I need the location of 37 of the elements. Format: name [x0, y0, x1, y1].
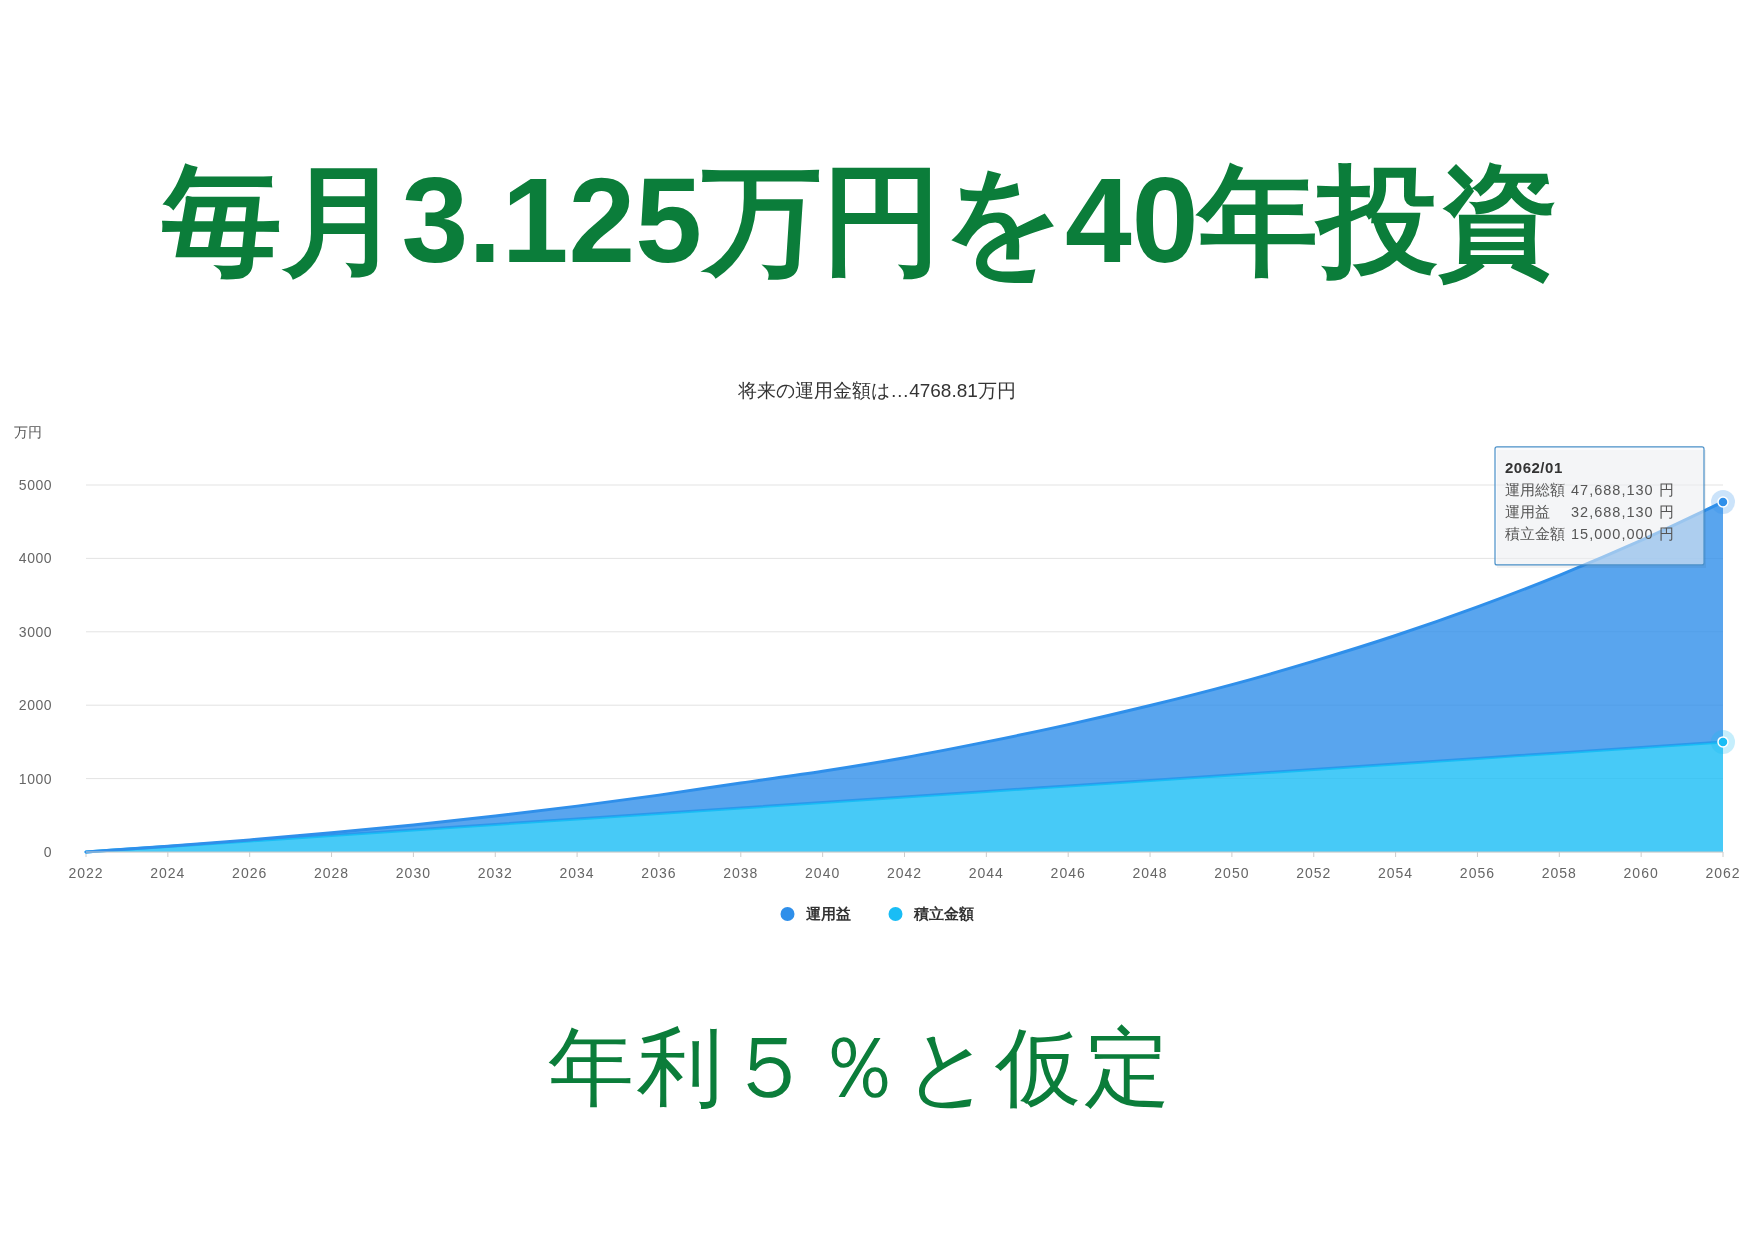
tooltip-heading: 2062/01 — [1505, 458, 1563, 476]
x-tick-label: 2052 — [1296, 865, 1332, 881]
x-tick-label: 2046 — [1050, 865, 1086, 881]
x-tick-label: 2034 — [559, 865, 595, 881]
y-tick-label: 4000 — [18, 550, 52, 567]
title: 毎月3.125万円を40年投資 — [161, 153, 1559, 287]
y-tick-label: 5000 — [18, 477, 52, 493]
y-axis-title: 万円 — [14, 424, 42, 440]
x-tick-label: 2060 — [1623, 865, 1659, 881]
tooltip-row: 運用総額 47,688,130 円 — [1505, 481, 1675, 498]
x-tick-label: 2024 — [150, 865, 186, 881]
x-tick-label: 2042 — [886, 865, 923, 881]
x-tick-label: 2026 — [232, 865, 268, 881]
x-tick-label: 2048 — [1132, 865, 1168, 881]
x-tick-label: 2062 — [1705, 865, 1741, 881]
legend-label: 運用益 — [805, 905, 851, 922]
tooltip-row: 積立金額 15,000,000 円 — [1505, 525, 1675, 542]
x-tick-label: 2022 — [68, 865, 104, 881]
x-tick-label: 2054 — [1378, 865, 1414, 881]
y-tick-label: 3000 — [18, 623, 52, 640]
x-tick-label: 2058 — [1541, 865, 1577, 881]
x-tick-label: 2036 — [641, 865, 677, 881]
x-tick-label: 2056 — [1459, 865, 1496, 881]
x-tick-label: 2030 — [395, 865, 431, 881]
x-tick-label: 2028 — [313, 865, 350, 881]
note: 年利５％と仮定 — [547, 1020, 1173, 1116]
y-tick-label: 2000 — [18, 697, 52, 714]
x-tick-label: 2040 — [805, 865, 841, 881]
subtitle: 将来の運用金額は…4768.81万円 — [738, 380, 1016, 401]
tooltip-row: 運用益 32,688,130 円 — [1505, 503, 1675, 520]
x-tick-label: 2032 — [477, 865, 513, 881]
x-tick-label: 2044 — [968, 865, 1004, 881]
x-tick-label: 2038 — [723, 865, 759, 881]
legend-label: 積立金額 — [913, 905, 974, 922]
y-tick-label: 1000 — [18, 770, 52, 787]
y-tick-label: 0 — [43, 844, 52, 860]
x-tick-label: 2050 — [1214, 865, 1250, 881]
